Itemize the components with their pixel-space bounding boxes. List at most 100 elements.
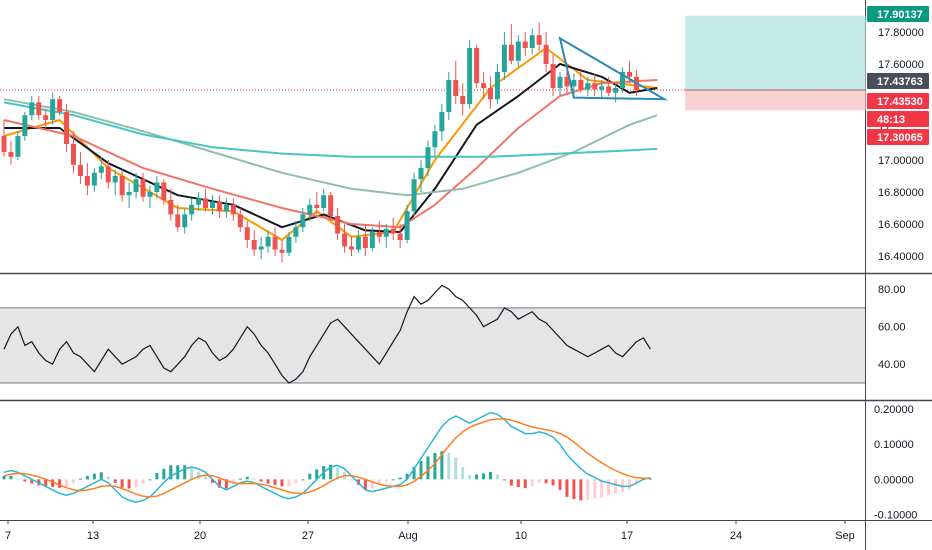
macd-histogram-bar xyxy=(426,456,430,480)
macd-histogram-bar xyxy=(363,479,367,490)
candle-body xyxy=(335,216,341,234)
triangle-pattern xyxy=(558,36,669,101)
macd-histogram-bar xyxy=(607,479,611,496)
candle-body xyxy=(620,72,626,88)
candle-body xyxy=(557,76,563,88)
candle-body xyxy=(342,233,348,247)
candle-body xyxy=(494,72,500,100)
candle-body xyxy=(77,164,83,176)
rsi-tick-label: 60.00 xyxy=(878,322,906,334)
price-tag-label: 17.43763 xyxy=(877,76,923,88)
position-target-zone xyxy=(685,15,866,90)
candle-body xyxy=(175,214,181,228)
macd-histogram-bar xyxy=(16,478,20,480)
macd-histogram-bar xyxy=(30,479,34,484)
macd-histogram-bar xyxy=(183,465,187,480)
price-axis[interactable]: 17.80000 17.60000 16.80000 16.60000 16.40000… xyxy=(874,27,924,521)
candle-body xyxy=(286,236,292,253)
macd-histogram-bar xyxy=(134,479,138,488)
rsi-pane[interactable] xyxy=(0,284,865,384)
time-tick-label: 7 xyxy=(5,530,11,542)
time-tick-label: 13 xyxy=(87,530,99,542)
candle-body xyxy=(237,214,243,228)
macd-histogram-bar xyxy=(440,451,444,480)
macd-histogram-bar xyxy=(565,479,569,497)
rsi-tick-label: 40.00 xyxy=(878,359,906,371)
macd-histogram-bar xyxy=(516,479,520,488)
candle-body xyxy=(564,76,570,87)
price-tick-label: 16.80000 xyxy=(878,187,924,199)
candle-body xyxy=(36,102,42,116)
candle-body xyxy=(418,168,424,180)
candle-body xyxy=(189,204,195,215)
candle-body xyxy=(606,86,612,93)
candle-body xyxy=(307,204,313,215)
candle-body xyxy=(411,179,417,212)
macd-histogram-bar xyxy=(2,475,6,480)
candle-body xyxy=(578,80,584,90)
candle-body xyxy=(460,96,466,104)
macd-histogram-bar xyxy=(224,479,228,489)
candle-body xyxy=(508,44,514,61)
time-tick-label: 27 xyxy=(302,530,314,542)
candle-body xyxy=(543,44,549,64)
candle-body xyxy=(515,41,521,61)
macd-tick-label: 0.00000 xyxy=(874,474,914,486)
macd-histogram-bar xyxy=(447,452,451,480)
macd-histogram-bar xyxy=(370,479,374,489)
macd-histogram-bar xyxy=(454,457,458,480)
macd-signal-line xyxy=(3,418,651,498)
candle-body xyxy=(147,192,153,197)
macd-histogram-bar xyxy=(419,461,423,480)
macd-pane[interactable] xyxy=(2,411,652,503)
time-tick-label: Aug xyxy=(398,530,418,542)
candle-body xyxy=(481,83,487,88)
time-tick-label: Sep xyxy=(835,530,855,542)
macd-histogram-bar xyxy=(106,476,110,480)
macd-histogram-bar xyxy=(412,466,416,480)
rsi-tick-label: 80.00 xyxy=(878,284,906,296)
price-tag-label: 48:13 xyxy=(877,114,905,126)
macd-histogram-bar xyxy=(350,479,353,481)
candle-body xyxy=(432,131,438,148)
time-tick-label: 24 xyxy=(730,530,742,542)
candle-body xyxy=(300,214,306,228)
candle-body xyxy=(126,192,132,196)
position-stop-zone xyxy=(685,89,866,111)
macd-histogram-bar xyxy=(377,479,381,485)
macd-histogram-bar xyxy=(127,479,131,489)
candle-body xyxy=(501,44,507,72)
candle-body xyxy=(467,48,473,104)
candle-body xyxy=(446,80,452,112)
macd-histogram-bar xyxy=(51,479,55,488)
price-tag-label: 17.43530 xyxy=(877,96,923,108)
candle-body xyxy=(550,64,556,88)
macd-histogram-bar xyxy=(273,479,277,485)
time-axis[interactable]: 7 13 20 27 Aug 10 17 24 Sep xyxy=(5,520,855,542)
candle-body xyxy=(91,172,97,186)
candle-body xyxy=(251,240,257,250)
candle-body xyxy=(119,176,125,196)
macd-histogram-bar xyxy=(245,476,249,480)
candle-body xyxy=(362,236,368,248)
candle-body xyxy=(168,200,174,215)
candle-body xyxy=(161,182,167,200)
macd-histogram-bar xyxy=(634,479,638,485)
price-tick-label: 17.80000 xyxy=(878,27,924,39)
macd-histogram-bar xyxy=(315,469,319,480)
macd-histogram-bar xyxy=(65,479,69,487)
macd-histogram-bar xyxy=(433,452,437,480)
price-tag-box xyxy=(867,129,929,145)
macd-histogram-bar xyxy=(530,479,534,487)
candle-body xyxy=(585,83,591,90)
macd-histogram-bar xyxy=(266,479,270,484)
macd-histogram-bar xyxy=(468,475,472,480)
candle-body xyxy=(112,176,118,183)
macd-histogram-bar xyxy=(58,479,62,488)
macd-histogram-bar xyxy=(211,479,214,483)
price-tag-box xyxy=(867,111,929,127)
macd-histogram-bar xyxy=(586,479,590,501)
macd-histogram-bar xyxy=(384,479,388,482)
price-pane[interactable] xyxy=(0,15,866,263)
